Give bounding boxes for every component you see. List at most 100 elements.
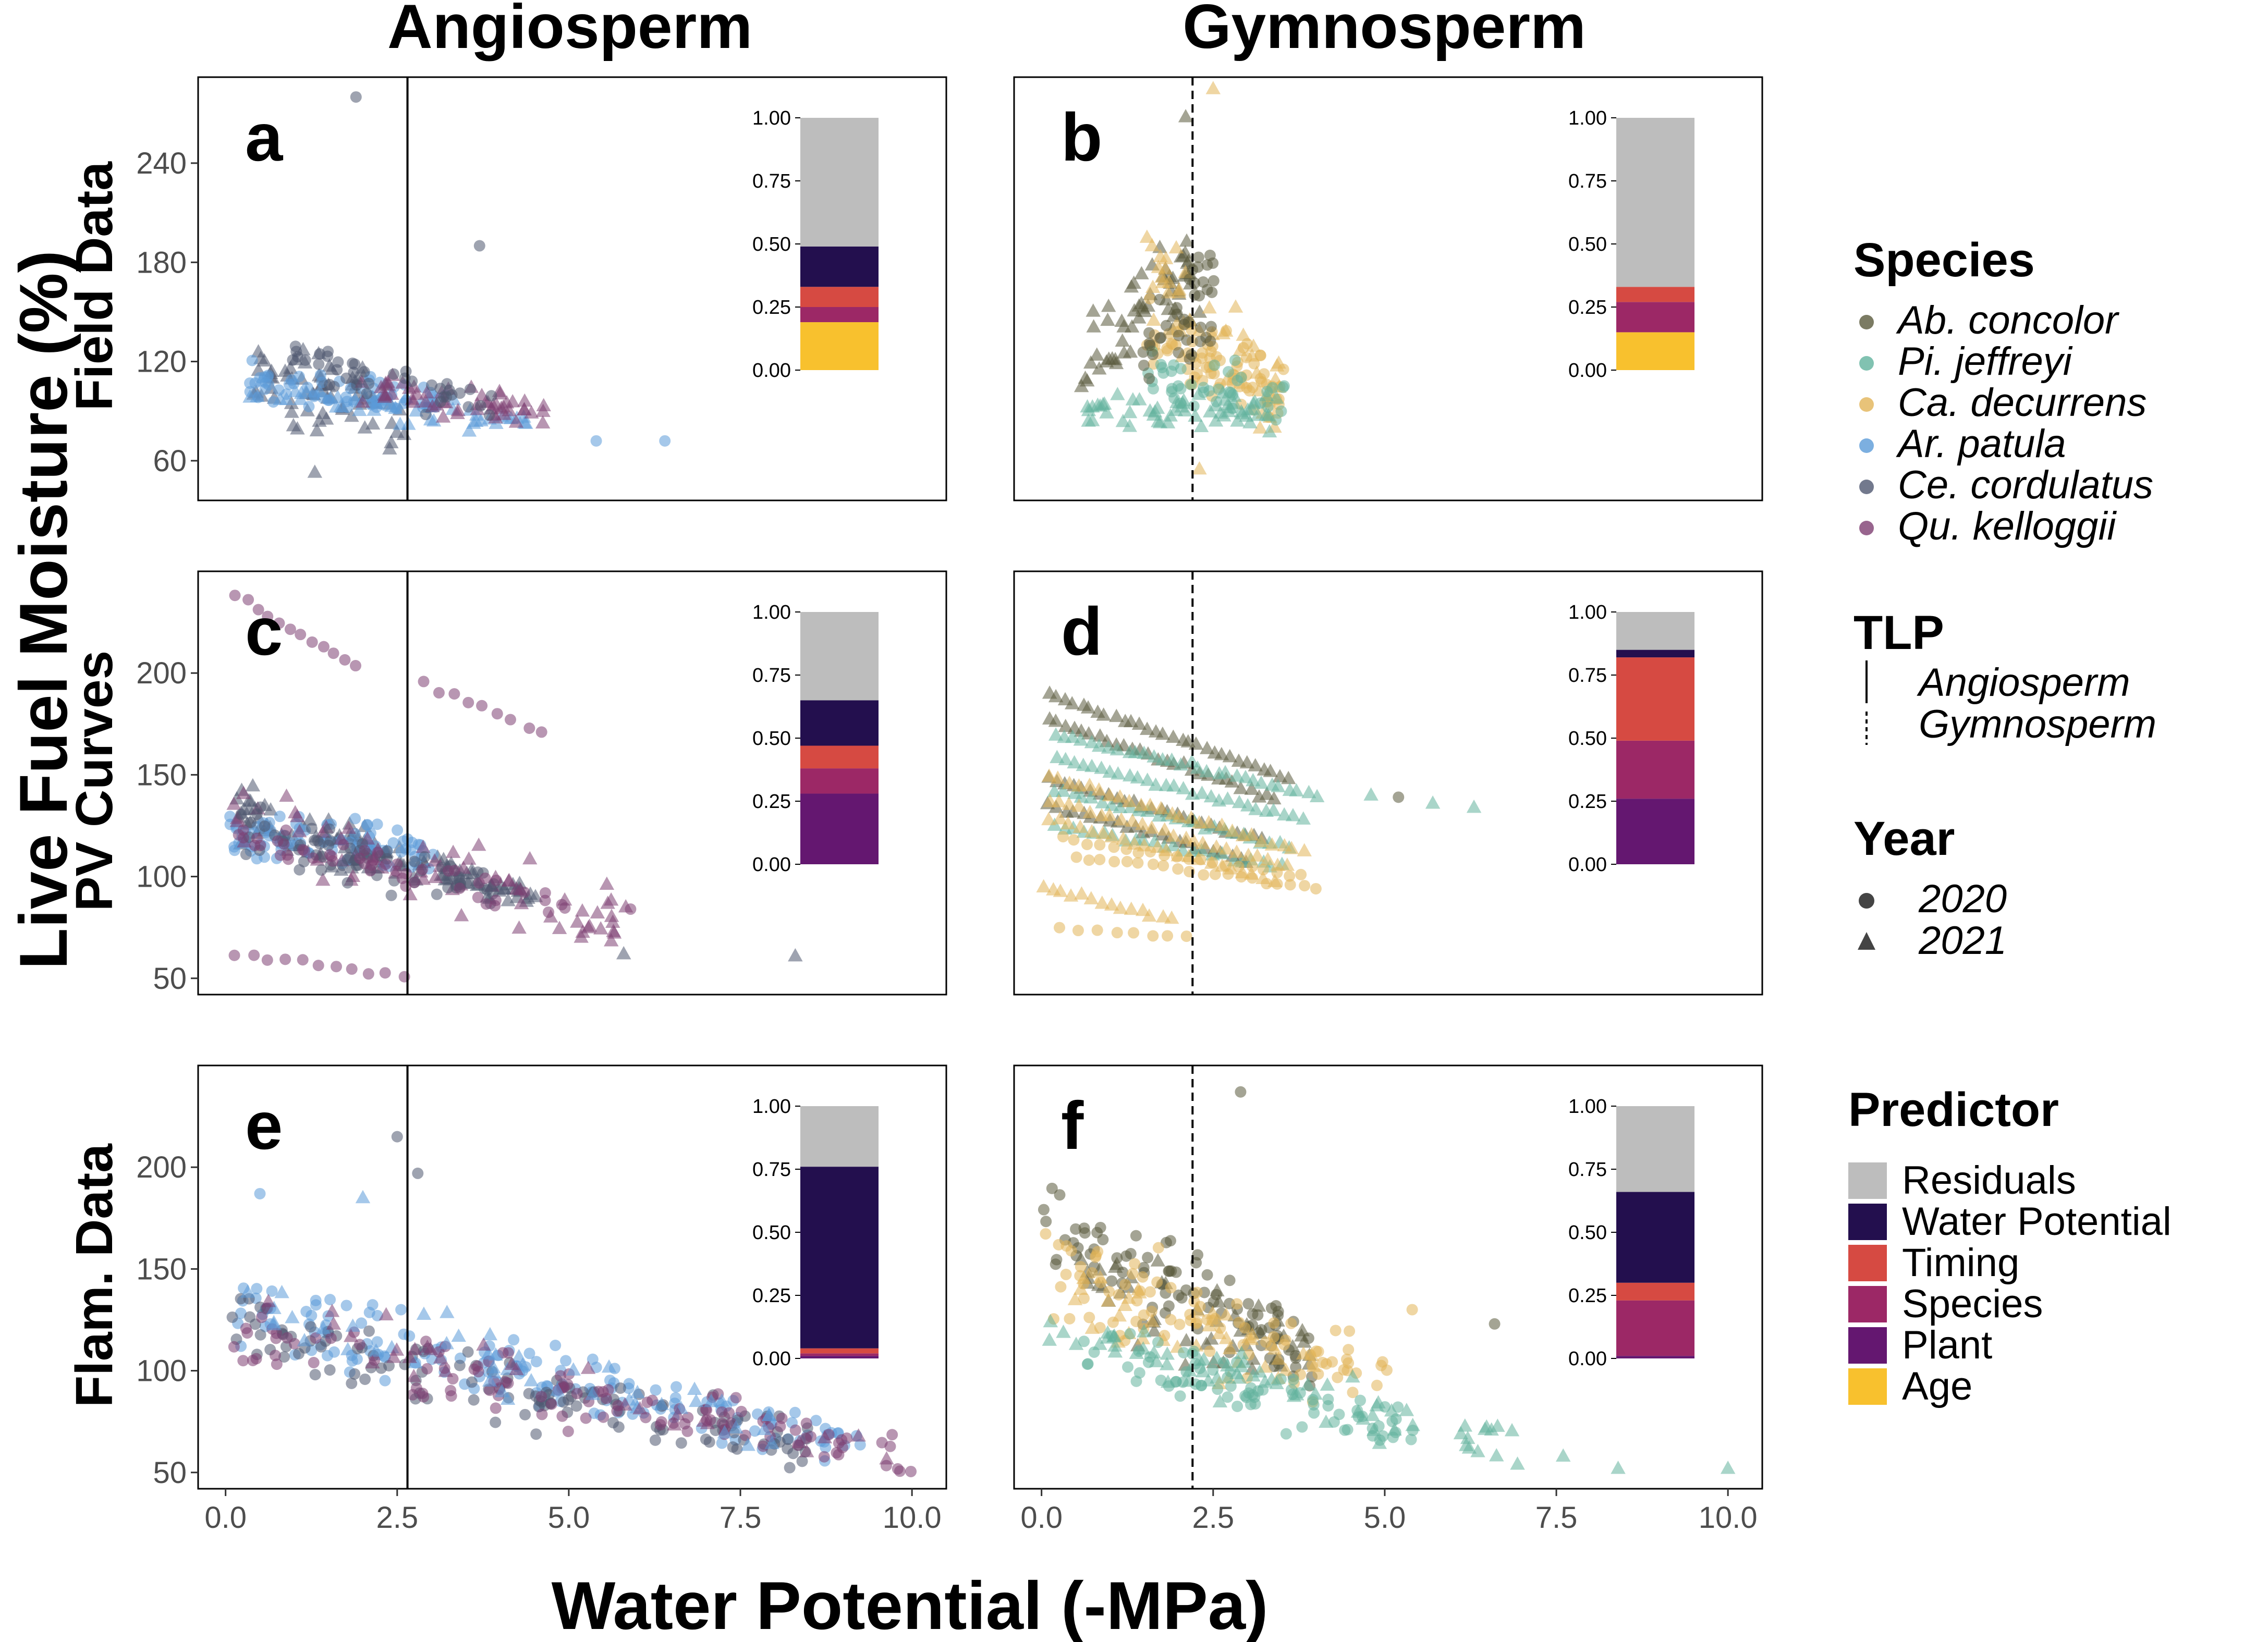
data-point-triangle <box>1084 758 1100 773</box>
data-point-circle <box>1130 1316 1142 1328</box>
data-point-circle <box>254 840 266 852</box>
data-point-triangle <box>1295 1322 1310 1337</box>
panel-border <box>1013 1064 1763 1490</box>
data-point-triangle <box>1074 886 1089 900</box>
data-point-triangle <box>1220 791 1235 805</box>
data-point-triangle <box>1453 1426 1469 1440</box>
data-point-circle <box>1144 845 1156 857</box>
data-point-circle <box>250 1353 262 1365</box>
data-point-triangle <box>1099 733 1115 748</box>
inset-tick-label: 1.00 <box>1568 1096 1607 1118</box>
data-point-circle <box>388 368 400 380</box>
data-point-triangle <box>1296 1346 1311 1359</box>
data-point-triangle <box>590 905 605 918</box>
data-point-circle <box>1094 854 1106 866</box>
inset-segment-species <box>1616 302 1694 333</box>
data-point-circle <box>315 1341 327 1353</box>
data-point-circle <box>246 354 258 366</box>
data-point-circle <box>1284 870 1296 882</box>
data-point-triangle <box>407 1342 423 1355</box>
data-point-triangle <box>1094 896 1110 909</box>
data-point-triangle <box>1266 803 1281 816</box>
data-point-circle <box>1227 402 1239 414</box>
data-point-triangle <box>1052 811 1068 825</box>
data-point-triangle <box>1460 1430 1476 1444</box>
data-point-circle <box>1278 380 1290 392</box>
panel-letter: c <box>245 593 283 669</box>
data-point-circle <box>854 1439 866 1451</box>
data-point-circle <box>325 1332 337 1344</box>
data-point-circle <box>408 877 420 889</box>
data-point-triangle <box>1309 789 1325 802</box>
data-point-circle <box>479 872 491 884</box>
data-point-circle <box>312 960 324 972</box>
data-point-triangle <box>454 908 469 922</box>
data-point-triangle <box>600 896 615 909</box>
data-point-triangle <box>1269 390 1284 404</box>
legend-species-label: Qu. kelloggii <box>1898 504 2117 548</box>
data-point-circle <box>1147 859 1159 871</box>
data-point-triangle <box>1179 1333 1194 1346</box>
data-point-triangle <box>1213 405 1228 419</box>
data-point-triangle <box>535 403 551 417</box>
data-point-triangle <box>670 1407 685 1420</box>
data-point-triangle <box>1076 1270 1091 1284</box>
data-point-circle <box>1174 1318 1186 1330</box>
data-point-circle <box>339 654 351 666</box>
data-point-circle <box>1178 1346 1190 1358</box>
data-point-triangle <box>1129 1345 1144 1359</box>
data-point-triangle <box>284 405 299 418</box>
data-point-circle <box>245 816 257 828</box>
data-point-triangle <box>654 1396 669 1411</box>
panel-b: b 0.00 0.25 0.50 0.75 1.00 <box>1013 76 1763 501</box>
inset-tick-label: 0.75 <box>1568 170 1607 192</box>
data-point-triangle <box>1308 1386 1323 1400</box>
data-point-circle <box>1145 1305 1157 1317</box>
data-point-triangle <box>605 914 620 928</box>
data-point-triangle <box>1218 323 1234 337</box>
data-point-circle <box>1166 383 1178 395</box>
data-point-circle <box>391 858 403 870</box>
data-point-circle <box>233 829 245 841</box>
data-point-triangle <box>403 887 418 901</box>
data-point-circle <box>399 372 411 384</box>
data-point-triangle <box>1104 798 1119 811</box>
data-point-triangle <box>1091 782 1106 796</box>
data-point-triangle <box>1131 310 1147 324</box>
inset-segment-residuals <box>1616 1106 1694 1192</box>
data-point-circle <box>1165 1265 1177 1277</box>
data-point-circle <box>535 1391 547 1403</box>
data-point-circle <box>508 1334 520 1346</box>
data-point-triangle <box>1466 799 1482 813</box>
x-tick-label: 0.0 <box>1020 1501 1063 1535</box>
data-point-circle <box>1344 1325 1356 1337</box>
data-point-circle <box>1155 332 1167 344</box>
data-point-circle <box>735 1405 747 1417</box>
y-tick-label: 200 <box>136 656 187 690</box>
data-point-triangle <box>1086 303 1101 317</box>
data-point-circle <box>587 1353 599 1365</box>
data-point-triangle <box>1459 1438 1474 1451</box>
data-point-triangle <box>1387 1422 1402 1436</box>
data-point-triangle <box>1202 300 1217 314</box>
data-point-circle <box>723 1407 735 1419</box>
data-point-triangle <box>1176 781 1191 794</box>
y-tick-label: 150 <box>136 1252 187 1286</box>
data-point-circle <box>1338 1364 1350 1376</box>
data-point-circle <box>474 400 486 412</box>
inset-stacked-bar: 0.00 0.25 0.50 0.75 1.00 <box>1568 1096 1694 1370</box>
data-point-triangle <box>1228 299 1243 313</box>
point-layer <box>1038 1086 1736 1474</box>
data-point-circle <box>1239 1390 1251 1402</box>
data-point-circle <box>326 850 338 862</box>
x-tick-label: 5.0 <box>548 1501 590 1535</box>
data-point-triangle <box>1135 816 1150 830</box>
legend-tlp-label: Angiosperm <box>1917 660 2130 705</box>
data-point-circle <box>1211 396 1223 408</box>
data-point-triangle <box>1155 752 1170 766</box>
data-point-triangle <box>517 402 532 415</box>
data-point-circle <box>445 1384 457 1396</box>
inset-segment-water-potential <box>1616 650 1694 658</box>
data-point-circle <box>1081 838 1093 850</box>
